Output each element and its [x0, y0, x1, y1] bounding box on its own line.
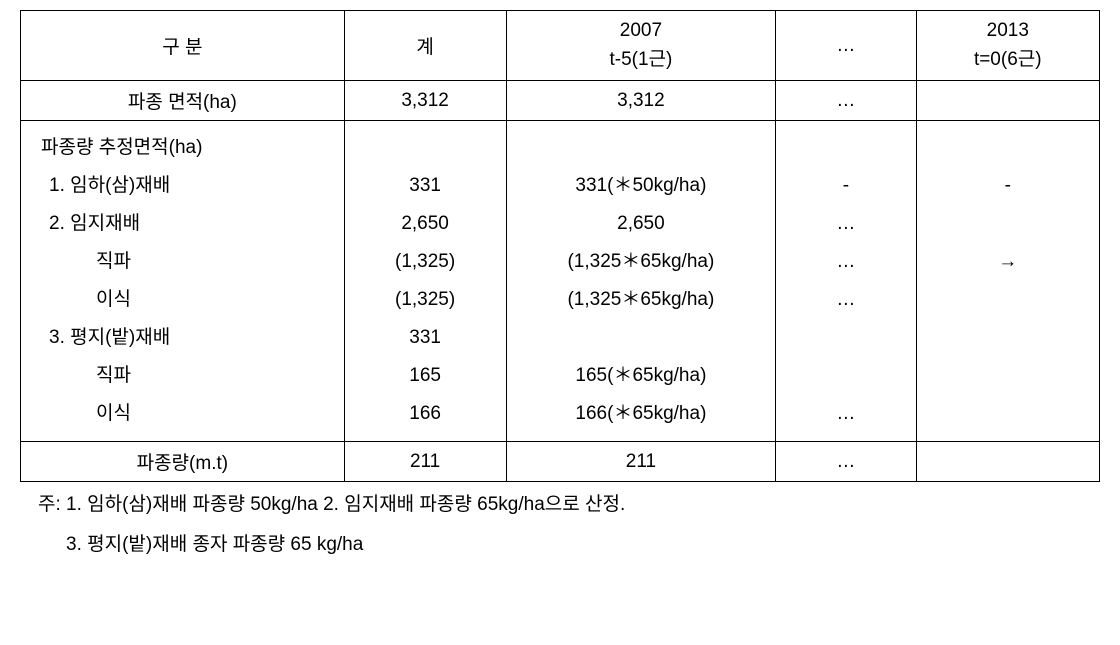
body-r5-total: 331: [355, 319, 496, 357]
cell-body-2013: - →: [916, 121, 1099, 442]
body-r4-dots: …: [786, 281, 905, 319]
body-r4-2007: (1,325＊65kg/ha): [517, 281, 766, 319]
body-r1-2013: -: [927, 167, 1089, 205]
body-r5-label: 3. 평지(밭)재배: [31, 319, 334, 357]
body-r3-label: 직파: [31, 243, 334, 281]
body-r7-2007: 166(＊65kg/ha): [517, 395, 766, 433]
body-r6-label: 직파: [31, 357, 334, 395]
cell-sowing-amount-label: 파종량(m.t): [21, 442, 345, 482]
cell-body-total: 331 2,650 (1,325) (1,325) 331 165 166: [344, 121, 506, 442]
header-2007-line1: 2007: [620, 20, 662, 41]
header-2013-line2: t=0(6근): [974, 49, 1042, 70]
header-2007-line2: t-5(1근): [609, 49, 672, 70]
body-r3-2013: →: [927, 243, 1089, 281]
cell-sowing-area-label: 파종 면적(ha): [21, 81, 345, 121]
cell-sowing-amount-2013: [916, 442, 1099, 482]
cell-body-labels: 파종량 추정면적(ha) 1. 임하(삼)재배 2. 임지재배 직파 이식 3.…: [21, 121, 345, 442]
header-2013-line1: 2013: [987, 20, 1029, 41]
body-r7-total: 166: [355, 395, 496, 433]
cell-body-dots: - … … … …: [776, 121, 916, 442]
body-r1-dots: -: [786, 167, 905, 205]
header-category: 구 분: [21, 11, 345, 81]
row-sowing-area: 파종 면적(ha) 3,312 3,312 …: [21, 81, 1100, 121]
header-ellipsis: …: [776, 11, 916, 81]
body-r1-2007: 331(＊50kg/ha): [517, 167, 766, 205]
table-header-row: 구 분 계 2007 t-5(1근) … 2013 t=0(6근): [21, 11, 1100, 81]
body-r6-2007: 165(＊65kg/ha): [517, 357, 766, 395]
header-2013: 2013 t=0(6근): [916, 11, 1099, 81]
cell-body-2007: 331(＊50kg/ha) 2,650 (1,325＊65kg/ha) (1,3…: [506, 121, 776, 442]
body-r3-total: (1,325): [355, 243, 496, 281]
body-r2-total: 2,650: [355, 205, 496, 243]
body-title: 파종량 추정면적(ha): [31, 129, 334, 167]
cell-sowing-amount-2007: 211: [506, 442, 776, 482]
body-r4-total: (1,325): [355, 281, 496, 319]
row-body: 파종량 추정면적(ha) 1. 임하(삼)재배 2. 임지재배 직파 이식 3.…: [21, 121, 1100, 442]
body-r2-label: 2. 임지재배: [31, 205, 334, 243]
body-r1-label: 1. 임하(삼)재배: [31, 167, 334, 205]
table-notes: 주: 1. 임하(삼)재배 파종량 50kg/ha 2. 임지재배 파종량 65…: [20, 486, 1100, 564]
header-total: 계: [344, 11, 506, 81]
cell-sowing-area-dots: …: [776, 81, 916, 121]
cell-sowing-area-2013: [916, 81, 1099, 121]
note-line2: 3. 평지(밭)재배 종자 파종량 65 kg/ha: [38, 526, 1100, 564]
body-r1-total: 331: [355, 167, 496, 205]
header-2007: 2007 t-5(1근): [506, 11, 776, 81]
body-r6-total: 165: [355, 357, 496, 395]
row-sowing-amount: 파종량(m.t) 211 211 …: [21, 442, 1100, 482]
note-line1: 주: 1. 임하(삼)재배 파종량 50kg/ha 2. 임지재배 파종량 65…: [38, 486, 1100, 524]
cell-sowing-amount-total: 211: [344, 442, 506, 482]
body-r2-dots: …: [786, 205, 905, 243]
cell-sowing-area-2007: 3,312: [506, 81, 776, 121]
body-r3-2007: (1,325＊65kg/ha): [517, 243, 766, 281]
body-r2-2007: 2,650: [517, 205, 766, 243]
body-r3-dots: …: [786, 243, 905, 281]
cell-sowing-area-total: 3,312: [344, 81, 506, 121]
body-r7-dots: …: [786, 395, 905, 433]
body-r4-label: 이식: [31, 281, 334, 319]
body-r7-label: 이식: [31, 395, 334, 433]
cell-sowing-amount-dots: …: [776, 442, 916, 482]
data-table: 구 분 계 2007 t-5(1근) … 2013 t=0(6근) 파종 면적(…: [20, 10, 1100, 482]
